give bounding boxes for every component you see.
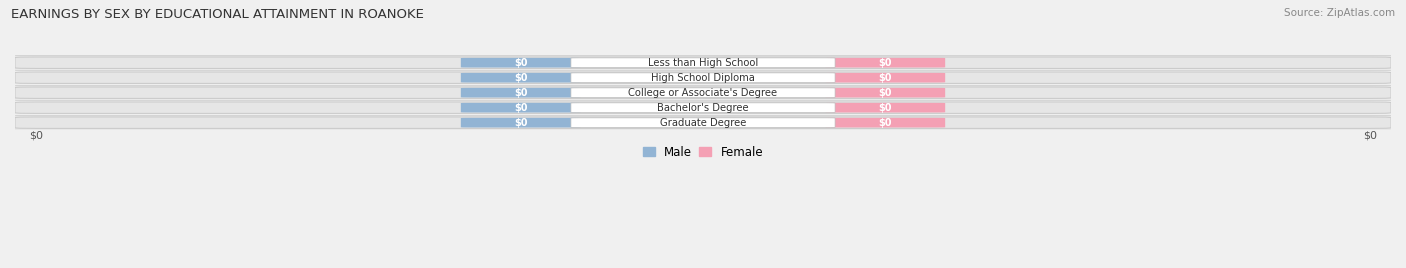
- FancyBboxPatch shape: [15, 87, 1391, 98]
- FancyBboxPatch shape: [461, 103, 581, 113]
- FancyBboxPatch shape: [571, 88, 835, 98]
- FancyBboxPatch shape: [571, 103, 835, 113]
- FancyBboxPatch shape: [15, 57, 1391, 68]
- FancyBboxPatch shape: [825, 58, 945, 68]
- FancyBboxPatch shape: [571, 58, 835, 68]
- Bar: [15, 100, 1391, 115]
- FancyBboxPatch shape: [461, 73, 581, 83]
- FancyBboxPatch shape: [461, 118, 581, 128]
- Text: $0: $0: [879, 88, 891, 98]
- FancyBboxPatch shape: [825, 73, 945, 83]
- Text: $0: $0: [515, 88, 527, 98]
- Bar: [15, 85, 1391, 100]
- FancyBboxPatch shape: [825, 118, 945, 128]
- Text: Source: ZipAtlas.com: Source: ZipAtlas.com: [1284, 8, 1395, 18]
- Text: Bachelor's Degree: Bachelor's Degree: [657, 103, 749, 113]
- Bar: [15, 115, 1391, 130]
- FancyBboxPatch shape: [15, 72, 1391, 83]
- Text: $0: $0: [879, 103, 891, 113]
- Text: EARNINGS BY SEX BY EDUCATIONAL ATTAINMENT IN ROANOKE: EARNINGS BY SEX BY EDUCATIONAL ATTAINMEN…: [11, 8, 425, 21]
- FancyBboxPatch shape: [571, 73, 835, 83]
- Text: $0: $0: [515, 58, 527, 68]
- Bar: [15, 55, 1391, 70]
- FancyBboxPatch shape: [15, 117, 1391, 128]
- Text: High School Diploma: High School Diploma: [651, 73, 755, 83]
- FancyBboxPatch shape: [825, 103, 945, 113]
- Text: $0: $0: [515, 103, 527, 113]
- FancyBboxPatch shape: [15, 102, 1391, 113]
- FancyBboxPatch shape: [461, 88, 581, 98]
- Text: College or Associate's Degree: College or Associate's Degree: [628, 88, 778, 98]
- Text: $0: $0: [515, 73, 527, 83]
- Bar: [15, 70, 1391, 85]
- Text: $0: $0: [879, 58, 891, 68]
- Text: Graduate Degree: Graduate Degree: [659, 118, 747, 128]
- FancyBboxPatch shape: [825, 88, 945, 98]
- Text: $0: $0: [879, 73, 891, 83]
- Text: $0: $0: [879, 118, 891, 128]
- FancyBboxPatch shape: [461, 58, 581, 68]
- FancyBboxPatch shape: [571, 118, 835, 128]
- Text: $0: $0: [515, 118, 527, 128]
- Legend: Male, Female: Male, Female: [638, 141, 768, 163]
- Text: $0: $0: [1364, 130, 1378, 140]
- Text: $0: $0: [28, 130, 42, 140]
- Text: Less than High School: Less than High School: [648, 58, 758, 68]
